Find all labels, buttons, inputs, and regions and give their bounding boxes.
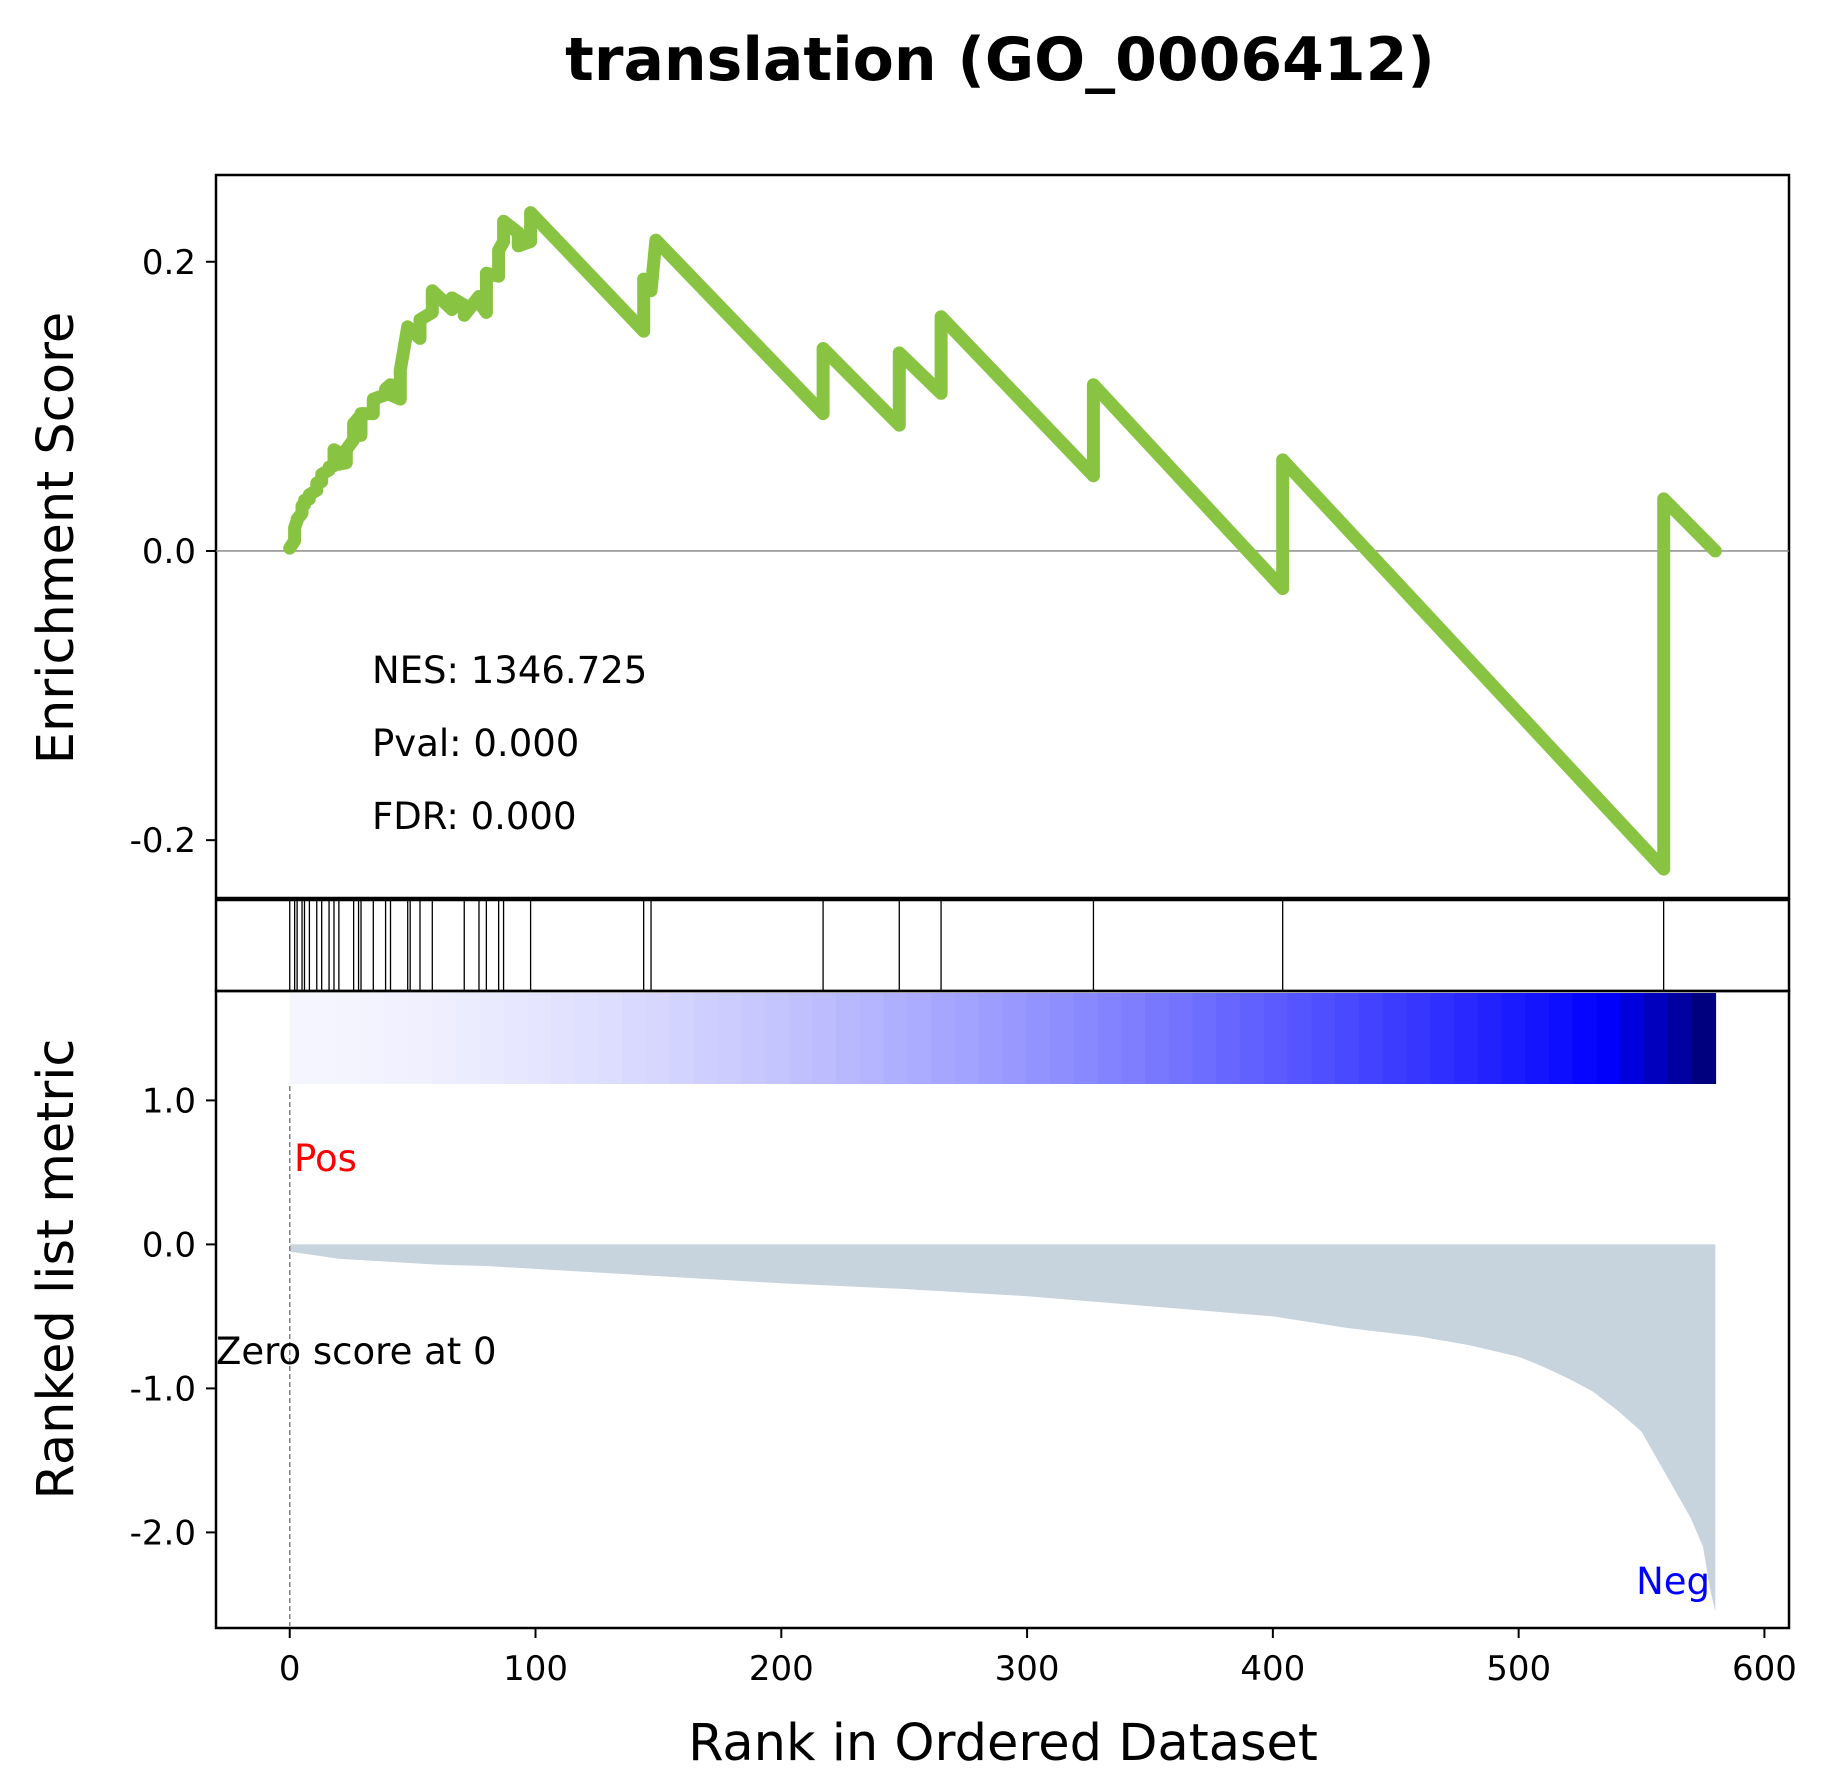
color-bar-segment bbox=[574, 993, 600, 1084]
metric-y-tick-label: 1.0 bbox=[142, 1081, 196, 1121]
color-bar-segment bbox=[788, 993, 814, 1084]
color-bar-segment bbox=[503, 993, 529, 1084]
x-tick-label: 0 bbox=[279, 1649, 301, 1689]
metric-panel-frame bbox=[214, 989, 1791, 1630]
color-bar-segment bbox=[1477, 993, 1503, 1084]
color-bar-segment bbox=[337, 993, 362, 1084]
x-tick-label: 400 bbox=[1240, 1649, 1305, 1689]
color-bar-segment bbox=[646, 993, 671, 1084]
es-y-tick-label: -0.2 bbox=[130, 821, 196, 861]
color-bar-segment bbox=[1002, 993, 1028, 1084]
color-bar-segment bbox=[289, 993, 315, 1084]
hits-panel bbox=[214, 898, 1791, 993]
color-bar-segment bbox=[741, 993, 766, 1084]
color-bar-segment bbox=[693, 993, 719, 1084]
color-bar-segment bbox=[1382, 993, 1408, 1084]
nes-stat: NES: 1346.725 bbox=[372, 649, 647, 692]
fdr-stat: FDR: 0.000 bbox=[372, 795, 577, 838]
color-bar-segment bbox=[1572, 993, 1598, 1084]
pos-label: Pos bbox=[294, 1137, 357, 1180]
metric-y-tick-label: -1.0 bbox=[130, 1369, 196, 1409]
x-tick-label: 200 bbox=[749, 1649, 814, 1689]
x-tick-label: 500 bbox=[1486, 1649, 1551, 1689]
pval-stat: Pval: 0.000 bbox=[372, 722, 579, 765]
es-y-tick-label: 0.2 bbox=[142, 243, 196, 283]
color-bar-segment bbox=[955, 993, 980, 1084]
enrichment-score-panel: 0.2 0.0 -0.2 NES: 1346.725 Pval: 0.000 FDR… bbox=[27, 173, 1791, 900]
color-bar-segment bbox=[883, 993, 909, 1084]
color-bar-segment bbox=[1335, 993, 1360, 1084]
color-bar-segment bbox=[384, 993, 410, 1084]
color-bar-segment bbox=[598, 993, 624, 1084]
color-bar-segment bbox=[1192, 993, 1218, 1084]
color-bar-segment bbox=[622, 993, 647, 1084]
color-bar-segment bbox=[1263, 993, 1289, 1084]
color-bar-segment bbox=[1121, 993, 1146, 1084]
metric-y-axis: 1.0 0.0 -1.0 -2.0 bbox=[130, 1081, 216, 1553]
color-bar-segment bbox=[1050, 993, 1075, 1084]
color-bar-segment bbox=[408, 993, 434, 1084]
color-bar-segment bbox=[1549, 993, 1574, 1084]
color-bar-segment bbox=[717, 993, 742, 1084]
x-axis-title: Rank in Ordered Dataset bbox=[688, 1714, 1318, 1773]
color-bar-segment bbox=[1691, 993, 1717, 1084]
rank-color-bar bbox=[289, 993, 1717, 1084]
es-panel-frame bbox=[214, 173, 1791, 900]
color-bar-segment bbox=[1073, 993, 1099, 1084]
color-bar-segment bbox=[1287, 993, 1313, 1084]
color-bar-segment bbox=[669, 993, 695, 1084]
es-y-tick-label: 0.0 bbox=[142, 532, 196, 572]
color-bar-segment bbox=[432, 993, 457, 1084]
color-bar-segment bbox=[1667, 993, 1693, 1084]
color-bar-segment bbox=[551, 993, 576, 1084]
color-bar-segment bbox=[907, 993, 933, 1084]
color-bar-segment bbox=[1145, 993, 1170, 1084]
color-bar-segment bbox=[812, 993, 837, 1084]
color-bar-segment bbox=[527, 993, 552, 1084]
x-axis: 0 100 200 300 400 500 600 bbox=[279, 1628, 1797, 1689]
color-bar-segment bbox=[1620, 993, 1645, 1084]
hit-lines bbox=[289, 900, 1665, 990]
color-bar-segment bbox=[1596, 993, 1622, 1084]
color-bar-segment bbox=[1358, 993, 1384, 1084]
color-bar-segment bbox=[859, 993, 885, 1084]
color-bar-segment bbox=[1168, 993, 1194, 1084]
x-tick-label: 100 bbox=[503, 1649, 568, 1689]
chart-title: translation (GO_0006412) bbox=[565, 25, 1435, 95]
color-bar-segment bbox=[836, 993, 861, 1084]
color-bar-segment bbox=[1430, 993, 1455, 1084]
neg-label: Neg bbox=[1636, 1560, 1710, 1603]
color-bar-segment bbox=[1644, 993, 1669, 1084]
zero-score-label: Zero score at 0 bbox=[216, 1330, 497, 1373]
metric-y-axis-title: Ranked list metric bbox=[27, 1039, 86, 1500]
x-tick-label: 600 bbox=[1732, 1649, 1797, 1689]
color-bar-segment bbox=[479, 993, 505, 1084]
color-bar-segment bbox=[313, 993, 339, 1084]
color-bar-segment bbox=[1525, 993, 1550, 1084]
color-bar-segment bbox=[1097, 993, 1123, 1084]
color-bar-segment bbox=[931, 993, 956, 1084]
color-bar-segment bbox=[1406, 993, 1431, 1084]
hits-panel-frame bbox=[214, 898, 1791, 993]
x-tick-label: 300 bbox=[995, 1649, 1060, 1689]
es-y-axis-title: Enrichment Score bbox=[27, 312, 86, 764]
color-bar-segment bbox=[361, 993, 386, 1084]
color-bar-segment bbox=[1501, 993, 1526, 1084]
ranked-metric-area bbox=[289, 1244, 1716, 1612]
es-y-axis: 0.2 0.0 -0.2 bbox=[130, 243, 216, 861]
color-bar-segment bbox=[1453, 993, 1479, 1084]
ranked-metric-panel: 1.0 0.0 -1.0 -2.0 Pos Neg Zero score at 0 R… bbox=[27, 989, 1791, 1630]
metric-y-tick-label: -2.0 bbox=[130, 1513, 196, 1553]
enrichment-score-line bbox=[283, 206, 1722, 876]
color-bar-segment bbox=[1026, 993, 1051, 1084]
color-bar-segment bbox=[764, 993, 790, 1084]
color-bar-segment bbox=[456, 993, 481, 1084]
color-bar-segment bbox=[1311, 993, 1336, 1084]
color-bar-segment bbox=[978, 993, 1004, 1084]
color-bar-segment bbox=[1240, 993, 1265, 1084]
color-bar-segment bbox=[1216, 993, 1241, 1084]
metric-y-tick-label: 0.0 bbox=[142, 1225, 196, 1265]
